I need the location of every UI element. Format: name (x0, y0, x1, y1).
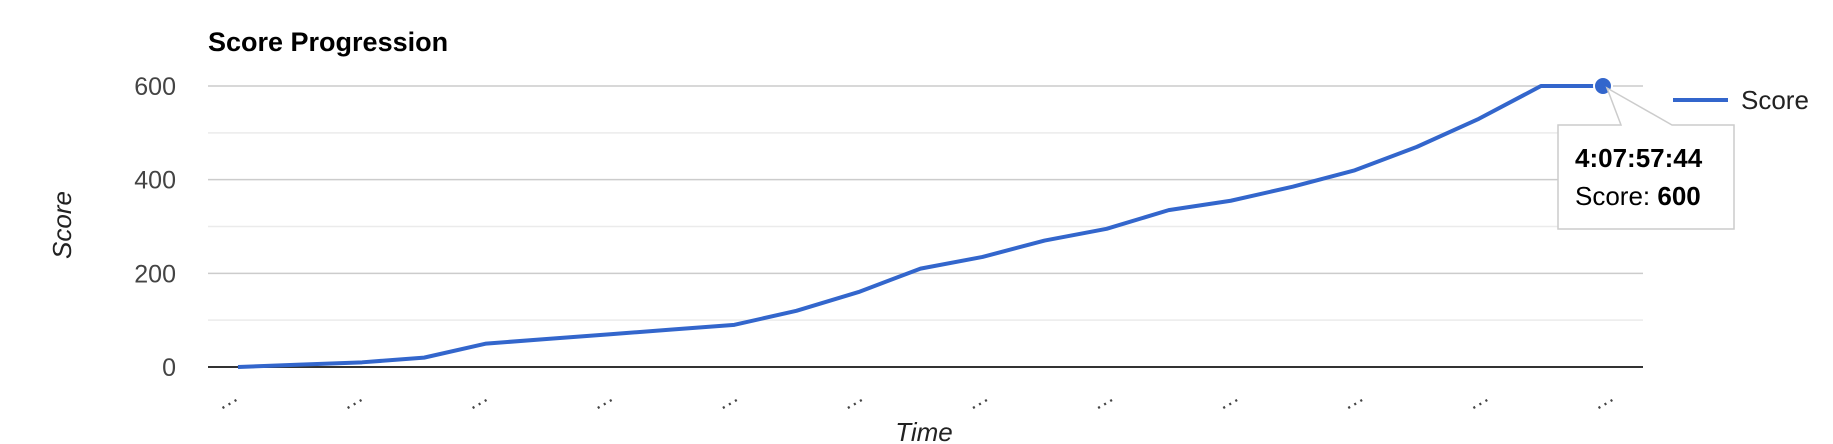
x-tick-label: … (1086, 382, 1118, 415)
legend[interactable]: Score (1673, 85, 1809, 115)
y-tick-label: 400 (134, 167, 176, 195)
x-tick-label: … (1211, 382, 1243, 415)
x-tick-label: … (836, 382, 868, 415)
chart-title: Score Progression (208, 27, 448, 57)
tooltip-time: 4:07:57:44 (1575, 143, 1703, 173)
gridlines (208, 85, 1643, 368)
x-tick-label: … (1461, 382, 1493, 415)
legend-label-score: Score (1741, 85, 1809, 115)
tooltip: 4:07:57:44 Score: 600 (1557, 86, 1735, 230)
y-tick-label: 0 (162, 354, 176, 382)
series-line-score (237, 84, 1603, 369)
x-axis-ticks: … … … … … … … … … … … … (210, 382, 1618, 415)
tooltip-score: Score: 600 (1575, 181, 1701, 211)
x-tick-label: … (1586, 382, 1618, 415)
y-axis-label: Score (47, 191, 77, 259)
y-axis-ticks: 0 200 400 600 (134, 73, 176, 382)
x-tick-label: … (586, 382, 618, 415)
tooltip-score-value: 600 (1657, 181, 1700, 211)
x-axis-label: Time (895, 417, 953, 444)
x-tick-label: … (711, 382, 743, 415)
series-layer (237, 76, 1613, 369)
x-tick-label: … (336, 382, 368, 415)
y-tick-label: 600 (134, 73, 176, 101)
tooltip-score-label: Score: (1575, 181, 1657, 211)
y-tick-label: 200 (134, 260, 176, 288)
x-tick-label: … (961, 382, 993, 415)
x-tick-label: … (210, 382, 242, 415)
x-tick-label: … (461, 382, 493, 415)
tooltip-box (1557, 86, 1735, 230)
x-tick-label: … (1336, 382, 1368, 415)
